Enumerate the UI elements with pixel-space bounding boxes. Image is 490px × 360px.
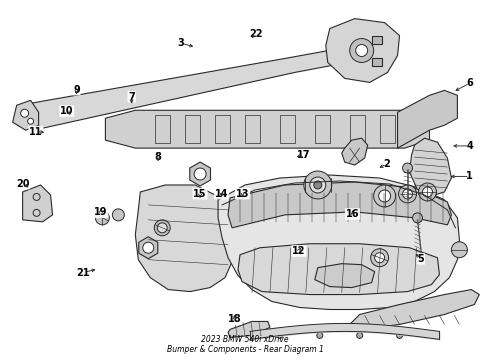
Polygon shape bbox=[371, 36, 382, 44]
Polygon shape bbox=[315, 264, 375, 288]
Circle shape bbox=[451, 242, 467, 258]
Circle shape bbox=[413, 213, 422, 223]
Polygon shape bbox=[397, 90, 457, 148]
Text: 22: 22 bbox=[249, 29, 263, 39]
Text: 9: 9 bbox=[73, 85, 80, 95]
Circle shape bbox=[356, 45, 368, 57]
Circle shape bbox=[304, 171, 332, 199]
Circle shape bbox=[375, 253, 385, 263]
Circle shape bbox=[194, 168, 206, 180]
Text: 2: 2 bbox=[383, 159, 390, 169]
Text: 5: 5 bbox=[417, 254, 424, 264]
Text: 10: 10 bbox=[60, 106, 74, 116]
Polygon shape bbox=[13, 100, 39, 130]
Polygon shape bbox=[342, 138, 368, 165]
Polygon shape bbox=[228, 182, 451, 228]
Circle shape bbox=[396, 332, 403, 338]
Circle shape bbox=[350, 39, 374, 62]
Circle shape bbox=[154, 220, 170, 236]
Circle shape bbox=[21, 109, 28, 117]
Polygon shape bbox=[139, 237, 158, 259]
Text: 12: 12 bbox=[292, 246, 305, 256]
Polygon shape bbox=[326, 19, 399, 82]
Circle shape bbox=[157, 223, 167, 233]
Text: 4: 4 bbox=[466, 141, 473, 151]
Text: 21: 21 bbox=[76, 267, 90, 278]
Circle shape bbox=[112, 209, 124, 221]
Circle shape bbox=[310, 177, 326, 193]
Circle shape bbox=[374, 185, 395, 207]
Text: 2023 BMW 540i xDrive
Bumper & Components - Rear Diagram 1: 2023 BMW 540i xDrive Bumper & Components… bbox=[167, 335, 323, 354]
Circle shape bbox=[27, 118, 34, 124]
Polygon shape bbox=[218, 175, 460, 310]
Polygon shape bbox=[25, 49, 348, 128]
Text: 8: 8 bbox=[154, 152, 162, 162]
Polygon shape bbox=[371, 58, 382, 67]
Circle shape bbox=[370, 249, 389, 267]
Circle shape bbox=[432, 332, 438, 338]
Text: 6: 6 bbox=[466, 78, 473, 88]
Polygon shape bbox=[410, 138, 451, 196]
Polygon shape bbox=[238, 244, 440, 294]
Circle shape bbox=[418, 183, 437, 201]
Circle shape bbox=[403, 163, 413, 173]
Circle shape bbox=[277, 332, 283, 338]
Circle shape bbox=[96, 211, 109, 225]
Circle shape bbox=[403, 189, 413, 199]
Text: 1: 1 bbox=[466, 171, 473, 181]
Text: 14: 14 bbox=[215, 189, 228, 199]
Polygon shape bbox=[228, 321, 270, 337]
Circle shape bbox=[143, 242, 154, 253]
Text: 15: 15 bbox=[193, 189, 207, 199]
Text: 18: 18 bbox=[227, 314, 241, 324]
Text: 19: 19 bbox=[94, 207, 108, 217]
Polygon shape bbox=[105, 110, 429, 148]
Circle shape bbox=[379, 190, 391, 202]
Polygon shape bbox=[23, 185, 52, 222]
Polygon shape bbox=[135, 185, 235, 292]
Polygon shape bbox=[190, 162, 211, 186]
Text: 20: 20 bbox=[16, 179, 29, 189]
Circle shape bbox=[314, 181, 322, 189]
Circle shape bbox=[317, 332, 323, 338]
Circle shape bbox=[422, 187, 433, 197]
Text: 7: 7 bbox=[128, 92, 135, 102]
Polygon shape bbox=[350, 289, 479, 329]
Circle shape bbox=[398, 185, 416, 203]
Text: 11: 11 bbox=[29, 127, 43, 136]
Text: 17: 17 bbox=[297, 150, 310, 160]
Text: 3: 3 bbox=[177, 38, 184, 48]
Circle shape bbox=[334, 46, 346, 58]
Text: 16: 16 bbox=[346, 209, 359, 219]
Text: 13: 13 bbox=[236, 189, 249, 199]
Circle shape bbox=[357, 332, 363, 338]
